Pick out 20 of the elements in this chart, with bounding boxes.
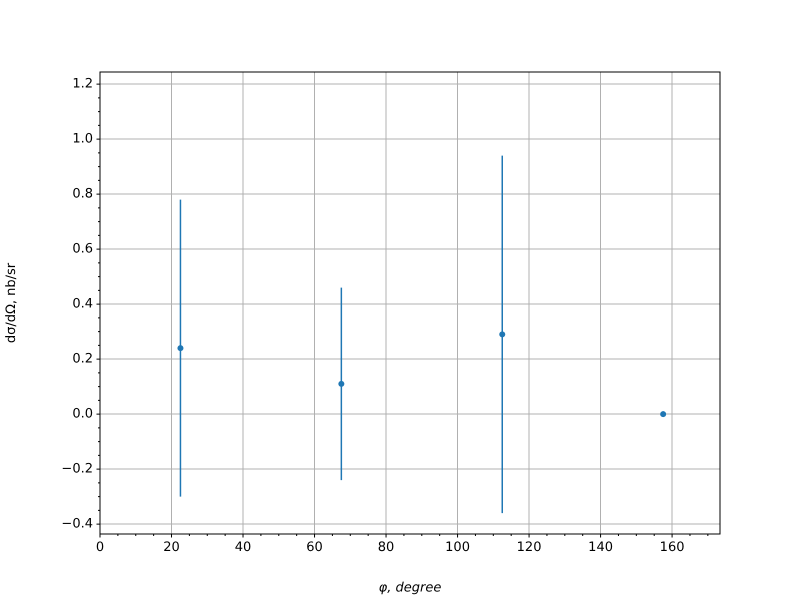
x-tick-label: 20 xyxy=(163,540,180,556)
x-axis-title: φ, degree xyxy=(378,580,442,596)
x-tick-label: 120 xyxy=(516,540,542,556)
x-tick-label: 60 xyxy=(306,540,323,556)
y-tick-label: 0.2 xyxy=(72,351,93,366)
x-tick-label: 160 xyxy=(660,540,684,556)
y-tick-label: 0.6 xyxy=(72,241,93,256)
y-tick-label: 1.2 xyxy=(72,76,93,92)
y-tick-label: −0.4 xyxy=(61,516,93,532)
x-tick-label: 80 xyxy=(378,540,394,556)
y-tick-label: 1.0 xyxy=(72,131,93,146)
y-axis-title: dσ/dΩ, nb/sr xyxy=(4,262,20,344)
y-tick-label: 0.0 xyxy=(72,406,93,422)
y-tick-label: 0.4 xyxy=(72,296,93,312)
x-tick-label: 140 xyxy=(588,540,613,556)
x-tick-label: 0 xyxy=(96,540,104,556)
y-tick-label: −0.2 xyxy=(61,461,93,476)
y-tick-label: 0.8 xyxy=(72,186,93,202)
x-tick-label: 100 xyxy=(445,540,470,556)
x-tick-label: 40 xyxy=(234,540,252,556)
